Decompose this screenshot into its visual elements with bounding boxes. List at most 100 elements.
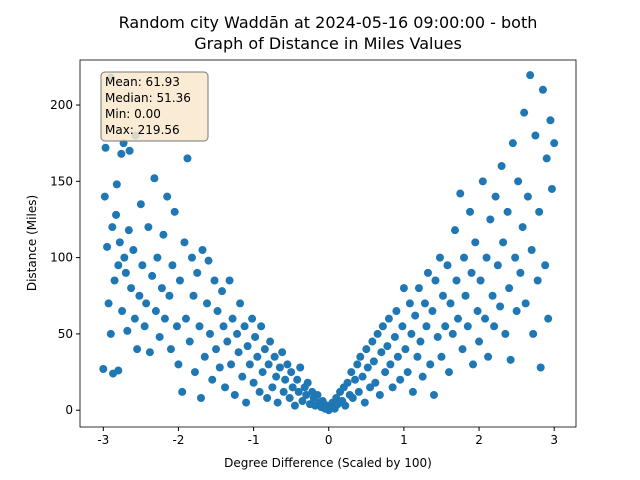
scatter-point — [512, 307, 521, 316]
scatter-point — [399, 284, 408, 293]
scatter-point — [296, 363, 305, 372]
scatter-point — [106, 329, 115, 338]
scatter-point — [273, 398, 282, 407]
scatter-point — [420, 299, 429, 308]
scatter-point — [392, 307, 401, 316]
chart-subtitle: Graph of Distance in Miles Values — [194, 34, 462, 53]
scatter-point — [505, 284, 514, 293]
scatter-point — [497, 162, 506, 171]
scatter-point — [213, 307, 222, 316]
scatter-point — [358, 372, 367, 381]
scatter-point — [313, 390, 322, 399]
x-tick-label: 2 — [475, 433, 483, 447]
scatter-point — [499, 238, 508, 247]
scatter-point — [467, 268, 476, 277]
scatter-point — [133, 345, 142, 354]
scatter-point — [136, 200, 145, 209]
scatter-point — [101, 143, 110, 152]
plot-area — [99, 71, 559, 415]
scatter-point — [503, 207, 512, 216]
scatter-point — [288, 383, 297, 392]
scatter-point — [242, 398, 251, 407]
scatter-point — [157, 284, 166, 293]
scatter-point — [332, 394, 341, 403]
scatter-point — [448, 329, 457, 338]
scatter-point — [145, 348, 154, 357]
scatter-point — [444, 368, 453, 377]
stats-text: Min: 0.00 — [105, 107, 161, 121]
scatter-point — [482, 253, 491, 262]
x-axis-label: Degree Difference (Scaled by 100) — [224, 456, 432, 470]
scatter-point — [508, 139, 517, 148]
scatter-point — [506, 355, 515, 364]
scatter-point — [168, 261, 177, 270]
scatter-point — [546, 116, 555, 125]
scatter-point — [233, 329, 242, 338]
scatter-point — [99, 365, 108, 374]
scatter-point — [181, 314, 190, 323]
scatter-point — [363, 363, 372, 372]
scatter-point — [384, 314, 393, 323]
scatter-point — [343, 378, 352, 387]
scatter-point — [215, 363, 224, 372]
y-axis-label: Distance (Miles) — [25, 195, 39, 291]
scatter-point — [196, 394, 205, 403]
scatter-point — [227, 360, 236, 369]
scatter-point — [516, 268, 525, 277]
scatter-point — [303, 378, 312, 387]
scatter-point — [208, 375, 217, 384]
scatter-point — [491, 192, 500, 201]
scatter-point — [178, 387, 187, 396]
scatter-point — [255, 387, 264, 396]
y-tick-label: 50 — [58, 327, 73, 341]
scatter-point — [403, 368, 412, 377]
scatter-point — [275, 363, 284, 372]
scatter-point — [354, 387, 363, 396]
scatter-point — [366, 383, 375, 392]
scatter-point — [272, 372, 281, 381]
scatter-point — [218, 287, 227, 296]
scatter-point — [411, 311, 420, 320]
scatter-point — [433, 332, 442, 341]
scatter-point — [257, 322, 266, 331]
x-tick-label: -2 — [172, 433, 184, 447]
scatter-point — [104, 299, 113, 308]
scatter-point — [268, 383, 277, 392]
scatter-point — [533, 276, 542, 285]
x-tick-label: -3 — [97, 433, 109, 447]
scatter-point — [180, 238, 189, 247]
scatter-point — [298, 397, 307, 406]
scatter-point — [163, 192, 172, 201]
scatter-point — [452, 276, 461, 285]
scatter-point — [170, 207, 179, 216]
scatter-point — [407, 329, 416, 338]
scatter-point — [405, 299, 414, 308]
scatter-point — [383, 342, 392, 351]
scatter-point — [253, 352, 262, 361]
scatter-point — [454, 314, 463, 323]
scatter-point — [446, 299, 455, 308]
scatter-point — [123, 326, 132, 335]
scatter-point — [160, 314, 169, 323]
scatter-point — [496, 302, 505, 311]
scatter-point — [429, 390, 438, 399]
scatter-point — [114, 366, 123, 375]
scatter-point — [414, 284, 423, 293]
scatter-point — [526, 71, 535, 80]
scatter-point — [484, 352, 493, 361]
scatter-point — [531, 131, 540, 140]
scatter-point — [360, 398, 369, 407]
scatter-point — [212, 345, 221, 354]
scatter-point — [460, 253, 469, 262]
scatter-point — [529, 329, 538, 338]
scatter-point — [206, 329, 215, 338]
scatter-point — [475, 337, 484, 346]
scatter-point — [388, 383, 397, 392]
scatter-point — [110, 276, 119, 285]
scatter-point — [150, 174, 159, 183]
scatter-point — [541, 261, 550, 270]
scatter-point — [466, 207, 475, 216]
scatter-point — [435, 253, 444, 262]
scatter-point — [223, 337, 232, 346]
